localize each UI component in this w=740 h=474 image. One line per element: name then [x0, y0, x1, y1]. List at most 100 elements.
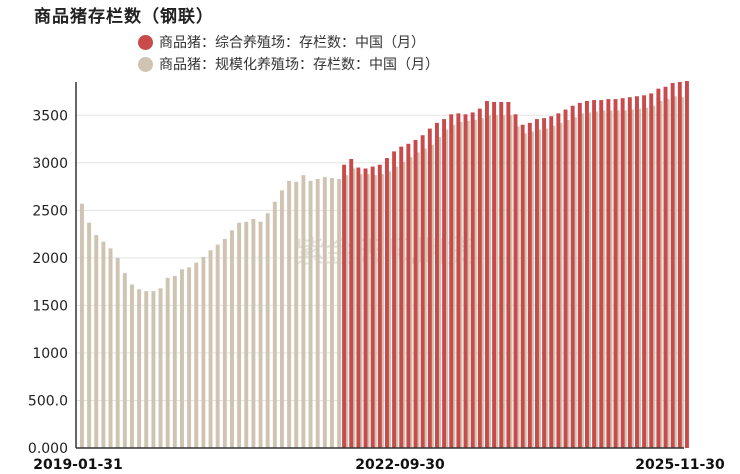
bar-large-scale	[365, 174, 370, 448]
bar-farm-total	[534, 119, 539, 449]
bar-large-scale	[558, 122, 563, 448]
bar-large-scale	[487, 115, 492, 448]
x-tick-label: 2019-01-31	[33, 457, 123, 473]
bar-large-scale	[630, 109, 634, 448]
bar-farm-total	[506, 101, 511, 449]
x-tick-label: 2025-11-30	[635, 457, 725, 473]
bar-large-scale	[594, 111, 599, 449]
bar-large-scale	[551, 125, 556, 449]
bar-large-scale	[465, 120, 470, 448]
bar-farm-total	[420, 135, 425, 448]
legend-red-dot-icon	[138, 34, 153, 50]
bar-farm-total	[577, 102, 582, 449]
bar-farm-total	[463, 114, 468, 448]
bar-large-scale	[451, 124, 456, 448]
bar-farm-total	[377, 164, 382, 449]
bar-large-scale	[308, 180, 313, 448]
bar-large-scale	[80, 203, 84, 448]
bar-farm-total	[549, 116, 554, 448]
bar-large-scale	[265, 213, 270, 448]
bar-farm-total	[620, 98, 625, 448]
bar-large-scale	[680, 97, 684, 448]
bar-farm-total	[513, 114, 518, 448]
bar-large-scale	[601, 110, 606, 449]
bar-large-scale	[201, 256, 206, 448]
bar-farm-total	[592, 100, 597, 448]
bar-farm-total	[470, 112, 475, 448]
bar-farm-total	[656, 88, 661, 449]
bar-large-scale	[187, 267, 192, 448]
y-tick-label: 1000	[32, 346, 68, 362]
bar-large-scale	[101, 241, 106, 448]
bar-farm-total	[584, 101, 589, 448]
bar-farm-total	[634, 96, 639, 449]
bar-large-scale	[408, 157, 413, 448]
bar-large-scale	[380, 174, 384, 448]
bar-farm-total	[413, 139, 418, 448]
bar-large-scale	[94, 235, 99, 448]
bar-large-scale	[372, 175, 377, 448]
legend-label: 商品猪：综合养殖场：存栏数：中国（月）	[159, 35, 425, 51]
bar-large-scale	[358, 174, 363, 448]
bar-farm-total	[492, 101, 497, 449]
bar-large-scale	[280, 190, 284, 448]
bar-large-scale	[622, 110, 627, 449]
bar-farm-total	[434, 122, 439, 448]
bar-farm-total	[449, 114, 454, 448]
bar-farm-total	[613, 99, 618, 448]
bar-large-scale	[130, 284, 134, 448]
bar-farm-total	[670, 82, 675, 448]
legend-entry-large-scale[interactable]: 商品猪：规模化养殖场：存栏数：中国（月）	[138, 54, 439, 74]
bar-farm-total	[606, 99, 611, 448]
bar-large-scale	[151, 291, 156, 448]
bar-large-scale	[644, 107, 649, 448]
bar-farm-total	[570, 105, 575, 448]
x-tick-label: 2022-09-30	[355, 457, 445, 473]
bar-large-scale	[301, 175, 306, 448]
bar-large-scale	[158, 288, 163, 448]
bar-large-scale	[165, 277, 170, 448]
bar-farm-total	[684, 81, 689, 448]
y-tick-label: 2000	[32, 251, 68, 267]
bar-large-scale	[458, 121, 463, 448]
legend-beige-dot-icon	[138, 56, 153, 72]
bar-large-scale	[401, 161, 406, 448]
bar-large-scale	[294, 181, 299, 448]
bar-large-scale	[444, 129, 449, 448]
bar-large-scale	[565, 120, 570, 448]
bar-large-scale	[430, 144, 434, 448]
bar-large-scale	[230, 230, 234, 448]
bar-large-scale	[87, 222, 92, 448]
bar-large-scale	[287, 180, 292, 448]
bar-farm-total	[399, 146, 404, 448]
bar-large-scale	[530, 131, 534, 448]
bar-large-scale	[615, 110, 620, 449]
bar-large-scale	[580, 113, 584, 448]
bar-large-scale	[472, 120, 477, 448]
bar-large-scale	[137, 289, 142, 448]
bar-large-scale	[515, 126, 520, 449]
bar-farm-total	[677, 82, 682, 448]
bar-farm-total	[427, 128, 432, 448]
bar-farm-total	[384, 158, 389, 448]
bar-farm-total	[392, 151, 397, 448]
bar-large-scale	[387, 171, 392, 449]
bar-large-scale	[215, 244, 220, 448]
legend-entry-farm-total[interactable]: 商品猪：综合养殖场：存栏数：中国（月）	[138, 32, 425, 52]
bar-large-scale	[508, 115, 513, 448]
bar-large-scale	[208, 250, 213, 448]
bar-large-scale	[258, 221, 263, 448]
bar-large-scale	[222, 238, 227, 448]
bar-large-scale	[322, 177, 327, 448]
bar-large-scale	[394, 166, 399, 448]
bar-large-scale	[172, 275, 177, 448]
y-tick-label: 0.000	[28, 441, 68, 457]
bar-large-scale	[351, 168, 356, 448]
y-tick-label: 500.0	[28, 393, 68, 409]
bar-large-scale	[672, 96, 677, 449]
bar-large-scale	[272, 201, 277, 448]
bar-large-scale	[144, 291, 149, 448]
y-tick-label: 3500	[32, 108, 68, 124]
bar-large-scale	[415, 152, 420, 448]
bar-large-scale	[330, 178, 334, 449]
